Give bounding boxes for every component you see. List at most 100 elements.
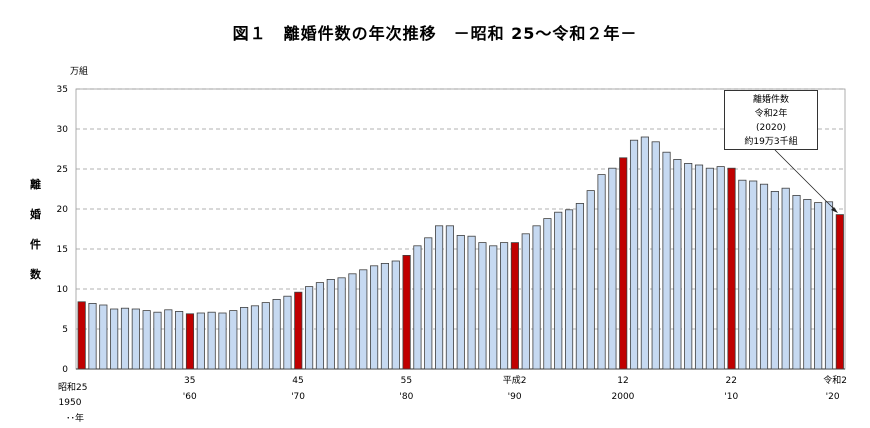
annotation-line: 離婚件数 [752,95,789,105]
y-tick-label: 35 [57,85,68,95]
bar-1983 [435,225,444,370]
bar-2012 [749,180,758,370]
x-tick-western: '70 [291,392,305,402]
bar-2001 [629,139,639,370]
bar-2017 [803,198,812,370]
bar-2019 [824,201,834,370]
bar-1978 [380,262,389,370]
bar-1977 [370,265,379,370]
bar-2015 [781,187,790,370]
bar-1993 [543,218,552,370]
bar-1989 [500,242,509,370]
bar-2009 [716,166,725,370]
x-tick-western: '90 [508,392,522,402]
bar-1957 [153,311,162,370]
y-tick-label: 10 [57,285,69,295]
y-axis-label-char: 離 [30,178,41,191]
bar-1953 [110,308,119,370]
annotation-line: 約19万3千組 [744,137,798,147]
bar-2018 [814,202,823,370]
y-tick-label: 5 [62,325,68,335]
bar-1988 [489,245,498,370]
bar-1994 [554,211,563,370]
x-tick-era: 22 [726,376,737,386]
bar-1980 [402,254,411,370]
x-tick-era: 令和2 [823,374,847,386]
bar-1963 [218,312,227,370]
bar-2004 [662,151,671,370]
y-tick-label: 0 [62,365,68,375]
bar-1968 [272,298,281,370]
bar-2020 [835,214,844,370]
bar-1982 [424,237,433,370]
bar-1951 [88,302,97,370]
x-tick-era: 平成2 [503,374,527,386]
bar-1991 [521,233,530,370]
bar-1986 [467,235,476,370]
bar-1959 [175,310,184,370]
x-tick-era: 35 [184,376,195,386]
x-tick-western: '10 [724,392,738,402]
bar-1974 [337,277,346,370]
bar-2013 [759,183,769,370]
bar-1956 [142,310,151,370]
bar-1998 [597,174,606,370]
annotation-line: (2020) [756,123,786,133]
bar-1970 [294,291,303,370]
bar-1995 [564,209,574,370]
bar-1966 [250,305,260,370]
bar-1990 [510,242,519,370]
bar-1961 [196,312,205,370]
bar-1987 [478,242,487,370]
y-axis-label-char: 数 [30,268,41,281]
annotation-arrow [774,149,837,212]
bar-1969 [283,295,292,370]
x-tick-western: 2000 [612,392,635,402]
bar-1981 [413,245,422,370]
annotation-line: 令和2年 [754,109,788,119]
x-tick-era: 45 [292,376,303,386]
chart-title: 図１ 離婚件数の年次推移 －昭和 25～令和２年－ [232,24,638,43]
x-unit: ･･年 [66,412,84,424]
x-tick-western: '80 [399,392,413,402]
bar-1999 [608,167,617,370]
x-tick-era: 55 [401,376,412,386]
bar-1992 [532,225,541,370]
bar-2006 [684,162,693,370]
bar-1965 [240,306,249,370]
bar-1952 [99,304,108,370]
x-tick-western: 1950 [59,398,82,408]
bar-2010 [727,167,736,370]
bar-1985 [456,234,465,370]
y-tick-label: 15 [57,245,68,255]
bar-1997 [586,190,595,370]
bar-1973 [326,278,335,370]
bar-2007 [694,164,704,370]
bar-1984 [445,225,454,370]
arrow-head [831,207,838,213]
x-tick-era: 12 [617,376,628,386]
bar-1967 [261,302,270,370]
bar-2000 [619,157,628,370]
x-tick-western: '60 [183,392,197,402]
bar-2016 [792,194,801,370]
x-tick-era: 昭和25 [58,382,87,393]
y-unit: 万組 [70,67,89,77]
annotation-box: 離婚件数 令和2年 (2020) 約19万3千組 [724,90,818,150]
bar-1962 [207,311,216,370]
bar-1975 [348,273,357,370]
bar-1964 [229,310,238,370]
bar-2011 [738,179,747,370]
y-axis-label-char: 件 [30,238,41,251]
bar-1950 [77,301,86,370]
x-tick-western: '20 [826,392,840,402]
bar-1958 [164,309,173,370]
bar-2002 [640,136,649,370]
bar-1954 [120,307,130,370]
bar-2005 [673,158,682,370]
y-tick-label: 25 [57,165,68,175]
bar-1996 [575,202,584,370]
y-tick-label: 20 [57,205,69,215]
